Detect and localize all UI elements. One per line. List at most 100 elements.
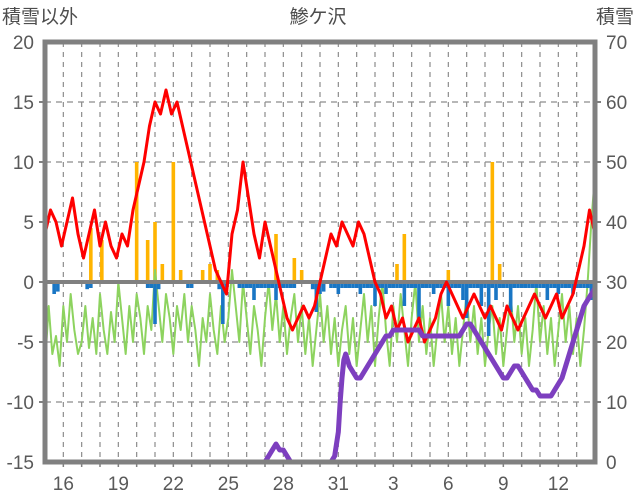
right-axis-tick-label: 50 bbox=[606, 153, 627, 174]
right-axis-tick-label: 30 bbox=[606, 273, 627, 294]
sunshine-bar bbox=[299, 270, 304, 282]
precipitation-bar bbox=[241, 282, 245, 288]
precipitation-bar bbox=[387, 282, 392, 288]
left-axis-tick-label: 15 bbox=[13, 93, 34, 114]
precipitation-bar bbox=[413, 282, 418, 288]
precipitation-bar bbox=[248, 282, 253, 288]
precipitation-bar bbox=[428, 282, 432, 288]
precipitation-bar bbox=[362, 282, 366, 288]
right-axis-tick-label: 20 bbox=[606, 333, 627, 354]
precipitation-bar bbox=[435, 282, 440, 288]
precipitation-bar bbox=[351, 282, 355, 288]
precipitation-bar bbox=[431, 282, 436, 294]
sunshine-bar bbox=[395, 264, 399, 282]
precipitation-bar bbox=[475, 282, 480, 288]
precipitation-bar bbox=[52, 282, 56, 294]
precipitation-bar bbox=[358, 282, 363, 294]
precipitation-bar bbox=[582, 282, 586, 288]
sunshine-bar bbox=[200, 270, 205, 282]
precipitation-bar bbox=[402, 282, 407, 306]
x-axis-tick-label: 16 bbox=[53, 474, 74, 495]
precipitation-bar bbox=[321, 282, 326, 292]
precipitation-bar bbox=[263, 282, 267, 288]
precipitation-bar bbox=[189, 282, 194, 288]
precipitation-bar bbox=[483, 282, 487, 288]
precipitation-bar bbox=[567, 282, 572, 288]
precipitation-bar bbox=[255, 282, 260, 288]
precipitation-bar bbox=[538, 282, 542, 288]
precipitation-bar bbox=[461, 282, 465, 300]
precipitation-bar bbox=[329, 282, 333, 288]
right-axis-tick-label: 10 bbox=[606, 393, 627, 414]
sunshine-bar bbox=[208, 264, 212, 282]
sunshine-bars bbox=[89, 162, 502, 282]
precipitation-bar bbox=[585, 282, 590, 288]
precipitation-bar bbox=[549, 282, 553, 288]
sunshine-bar bbox=[89, 228, 93, 282]
precipitation-bar bbox=[270, 282, 275, 288]
precipitation-bar bbox=[145, 282, 150, 288]
precipitation-bar bbox=[512, 282, 517, 288]
precipitation-bar bbox=[556, 282, 561, 294]
x-axis: 16 19 22 25 28 31 3 6 9 12 bbox=[53, 462, 578, 495]
left-axis-tick-label: 10 bbox=[13, 153, 34, 174]
precipitation-bar bbox=[156, 282, 161, 290]
precipitation-bar bbox=[464, 282, 469, 318]
right-axis-caption: 積雪 bbox=[595, 7, 634, 28]
precipitation-bar bbox=[292, 282, 297, 288]
x-axis-tick-label: 12 bbox=[548, 474, 569, 495]
left-axis-tick-label: -5 bbox=[17, 333, 34, 354]
left-axis-caption: 積雪以外 bbox=[2, 7, 79, 28]
right-axis-tick-label: 0 bbox=[606, 453, 617, 474]
x-axis-tick-label: 22 bbox=[163, 474, 184, 495]
precipitation-bar bbox=[450, 282, 454, 288]
precipitation-bar bbox=[153, 282, 157, 324]
temperature-series-line bbox=[43, 88, 597, 344]
precipitation-bar bbox=[541, 282, 546, 288]
precipitation-bar bbox=[446, 282, 451, 306]
precipitation-bar bbox=[490, 282, 495, 288]
sunshine-bar bbox=[171, 162, 176, 282]
precipitation-bar bbox=[453, 282, 458, 288]
precipitation-bar bbox=[417, 282, 421, 318]
precipitation-bar bbox=[468, 282, 473, 288]
precipitation-bar bbox=[439, 282, 443, 288]
precipitation-bar bbox=[552, 282, 557, 288]
precipitation-bar bbox=[457, 282, 462, 288]
precipitation-bar bbox=[336, 282, 341, 294]
precipitation-bar bbox=[479, 282, 484, 306]
sunshine-bar bbox=[160, 264, 165, 282]
precipitation-bar bbox=[380, 282, 385, 288]
precipitation-bar bbox=[376, 282, 381, 288]
precipitation-bar bbox=[497, 282, 502, 288]
sunshine-bar bbox=[134, 162, 139, 282]
precipitation-bar bbox=[373, 282, 377, 306]
precipitation-bar bbox=[516, 282, 520, 288]
precipitation-bar bbox=[391, 282, 396, 288]
sunshine-bar bbox=[100, 240, 104, 282]
right-axis: 70 60 50 40 30 20 10 0 bbox=[595, 33, 627, 474]
sunshine-bar bbox=[178, 270, 183, 282]
sunshine-bar bbox=[497, 264, 502, 282]
precipitation-bar bbox=[365, 282, 370, 288]
x-axis-tick-label: 28 bbox=[273, 474, 294, 495]
sunshine-bar bbox=[292, 258, 297, 282]
precipitation-bar bbox=[186, 282, 190, 288]
precipitation-bar bbox=[310, 282, 315, 290]
left-axis-tick-label: -10 bbox=[7, 393, 34, 414]
precipitation-bar bbox=[398, 282, 403, 288]
precipitation-bar bbox=[494, 282, 498, 300]
precipitation-bar bbox=[281, 282, 286, 288]
precipitation-bar bbox=[221, 282, 225, 324]
left-axis-tick-label: -15 bbox=[7, 453, 34, 474]
x-axis-tick-label: 9 bbox=[498, 474, 509, 495]
precipitation-bar bbox=[578, 282, 583, 288]
sunshine-bar bbox=[145, 240, 150, 282]
sunshine-bar bbox=[153, 222, 157, 282]
precipitation-bar bbox=[406, 282, 410, 288]
precipitation-bar bbox=[519, 282, 524, 288]
left-axis: 20 15 10 5 0 -5 -10 -15 bbox=[7, 33, 45, 474]
left-axis-tick-label: 20 bbox=[13, 33, 34, 54]
